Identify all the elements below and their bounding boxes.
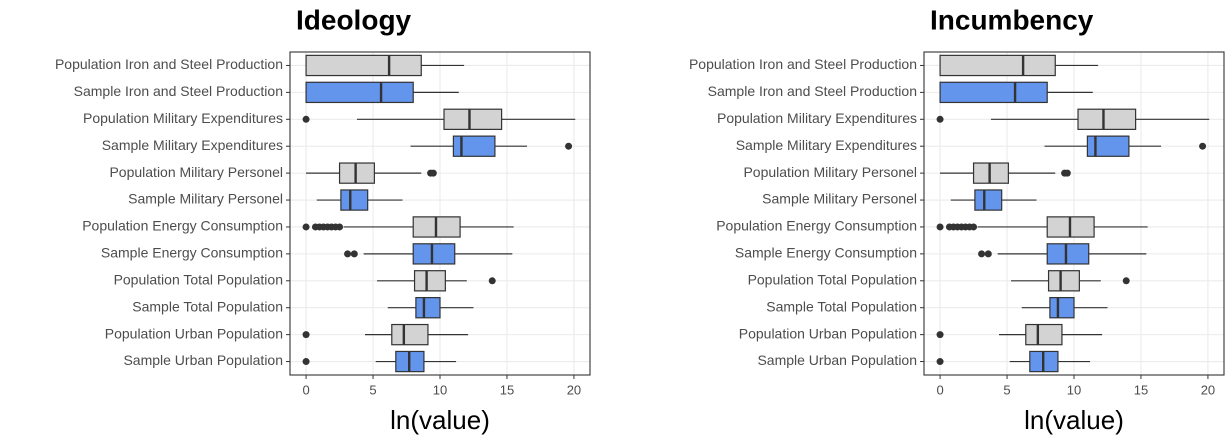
box xyxy=(1046,243,1090,265)
box xyxy=(305,81,414,104)
x-axis-label: ln(value) xyxy=(1024,405,1124,435)
y-tick-label: Population Military Expenditures xyxy=(717,110,917,126)
y-tick-label: Population Urban Population xyxy=(105,325,283,341)
panel-border xyxy=(289,51,591,376)
box xyxy=(1086,135,1130,157)
box xyxy=(443,108,503,130)
outlier xyxy=(429,169,437,177)
outlier xyxy=(936,115,944,123)
box xyxy=(391,323,429,346)
outlier xyxy=(302,115,310,123)
box xyxy=(415,297,441,319)
outlier xyxy=(336,223,344,231)
y-tick-label: Population Energy Consumption xyxy=(716,218,917,234)
box xyxy=(413,270,446,292)
y-tick-label: Population Total Population xyxy=(114,271,283,287)
outlier xyxy=(970,223,978,231)
y-tick-label: Sample Military Expenditures xyxy=(736,137,917,153)
outlier xyxy=(984,250,992,258)
outlier xyxy=(936,331,944,339)
outlier xyxy=(302,358,310,366)
outlier xyxy=(565,142,573,150)
outlier xyxy=(936,358,944,366)
x-tick-label: 5 xyxy=(369,382,376,397)
outlier xyxy=(978,250,986,258)
box xyxy=(939,81,1048,104)
y-tick-label: Population Iron and Steel Production xyxy=(55,56,283,72)
panel-border xyxy=(923,51,1225,376)
y-tick-label: Sample Total Population xyxy=(766,298,917,314)
y-tick-label: Sample Military Expenditures xyxy=(102,137,283,153)
x-tick-label: 15 xyxy=(500,382,514,397)
outlier xyxy=(1063,169,1071,177)
y-tick-label: Population Military Personel xyxy=(109,164,283,180)
x-tick-label: 5 xyxy=(1003,382,1010,397)
y-tick-label: Sample Urban Population xyxy=(123,352,283,368)
chart-title: Ideology xyxy=(296,4,412,35)
y-tick-label: Sample Total Population xyxy=(132,298,283,314)
box xyxy=(452,135,496,157)
y-tick-label: Population Total Population xyxy=(748,271,917,287)
x-tick-label: 10 xyxy=(433,382,447,397)
box xyxy=(338,162,375,184)
y-tick-label: Population Iron and Steel Production xyxy=(689,56,917,72)
y-tick-label: Sample Military Personel xyxy=(128,191,283,207)
box xyxy=(1025,323,1063,346)
box xyxy=(1049,297,1075,319)
x-tick-label: 10 xyxy=(1067,382,1081,397)
box xyxy=(972,162,1009,184)
outlier xyxy=(1122,277,1130,285)
outlier xyxy=(302,331,310,339)
outlier xyxy=(302,223,310,231)
x-tick-label: 0 xyxy=(302,382,309,397)
y-tick-label: Sample Military Personel xyxy=(762,191,917,207)
outlier xyxy=(344,250,352,258)
y-tick-label: Sample Energy Consumption xyxy=(735,245,917,261)
y-tick-label: Sample Urban Population xyxy=(757,352,917,368)
outlier xyxy=(1199,142,1207,150)
box xyxy=(974,189,1003,211)
x-tick-label: 0 xyxy=(936,382,943,397)
outlier xyxy=(350,250,358,258)
box xyxy=(1047,270,1080,292)
y-tick-label: Population Military Personel xyxy=(743,164,917,180)
chart-title: Incumbency xyxy=(930,4,1094,35)
box xyxy=(305,54,422,77)
box xyxy=(939,54,1056,77)
y-tick-label: Sample Iron and Steel Production xyxy=(74,83,283,99)
x-tick-label: 20 xyxy=(567,382,581,397)
y-tick-label: Population Urban Population xyxy=(739,325,917,341)
box xyxy=(1077,108,1137,130)
outlier xyxy=(488,277,496,285)
y-tick-label: Population Energy Consumption xyxy=(82,218,283,234)
x-tick-label: 20 xyxy=(1201,382,1215,397)
y-tick-label: Sample Iron and Steel Production xyxy=(708,83,917,99)
x-tick-label: 15 xyxy=(1134,382,1148,397)
outlier xyxy=(936,223,944,231)
y-tick-label: Population Military Expenditures xyxy=(83,110,283,126)
box xyxy=(412,243,456,265)
x-axis-label: ln(value) xyxy=(390,405,490,435)
y-tick-label: Sample Energy Consumption xyxy=(101,245,283,261)
box xyxy=(340,189,369,211)
